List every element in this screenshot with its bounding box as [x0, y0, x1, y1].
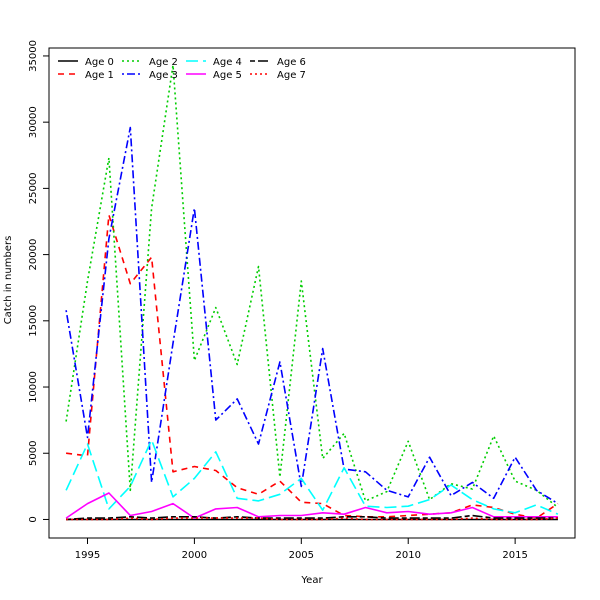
x-axis-title: Year — [300, 575, 323, 586]
plot-frame — [48, 47, 576, 539]
x-axis: 1995 2000 2005 2010 2015 — [75, 538, 528, 561]
series-line-age-2 — [65, 64, 559, 509]
series-line-age-1 — [65, 214, 559, 519]
legend-label: Age 5 — [213, 70, 242, 81]
legend: Age 0 Age 1 Age 2 Age 3 Age 4 Age 5 Age 6 Age 7 — [58, 57, 306, 81]
x-tick-label: 2005 — [289, 550, 314, 561]
legend-label: Age 4 — [213, 57, 242, 68]
legend-label: Age 6 — [277, 57, 306, 68]
x-tick-label: 2000 — [182, 550, 207, 561]
y-tick-label: 10000 — [28, 371, 39, 403]
series-line-age-6 — [66, 514, 558, 521]
series-line-age-7 — [66, 517, 558, 521]
legend-label: Age 2 — [149, 57, 178, 68]
x-tick-label: 1995 — [75, 550, 100, 561]
y-tick-label: 20000 — [28, 239, 39, 271]
x-tick-label: 2010 — [395, 550, 420, 561]
series-line-age-5 — [65, 492, 558, 519]
y-tick-label: 35000 — [28, 40, 39, 72]
legend-label: Age 0 — [85, 57, 114, 68]
series-line-age-3 — [65, 126, 559, 505]
series-layer — [65, 64, 559, 521]
x-tick-label: 2015 — [502, 550, 527, 561]
y-tick-label: 30000 — [28, 106, 39, 138]
legend-label: Age 7 — [277, 70, 306, 81]
legend-label: Age 3 — [149, 70, 178, 81]
legend-label: Age 1 — [85, 70, 114, 81]
y-tick-label: 25000 — [28, 172, 39, 204]
y-tick-label: 5000 — [28, 441, 39, 466]
y-axis: 0 5000 10000 15000 20000 25000 30000 35000 — [28, 40, 49, 523]
y-tick-label: 0 — [28, 516, 39, 522]
y-axis-title: Catch in numbers — [3, 236, 14, 325]
y-tick-label: 15000 — [28, 305, 39, 337]
series-line-age-4 — [65, 439, 559, 515]
